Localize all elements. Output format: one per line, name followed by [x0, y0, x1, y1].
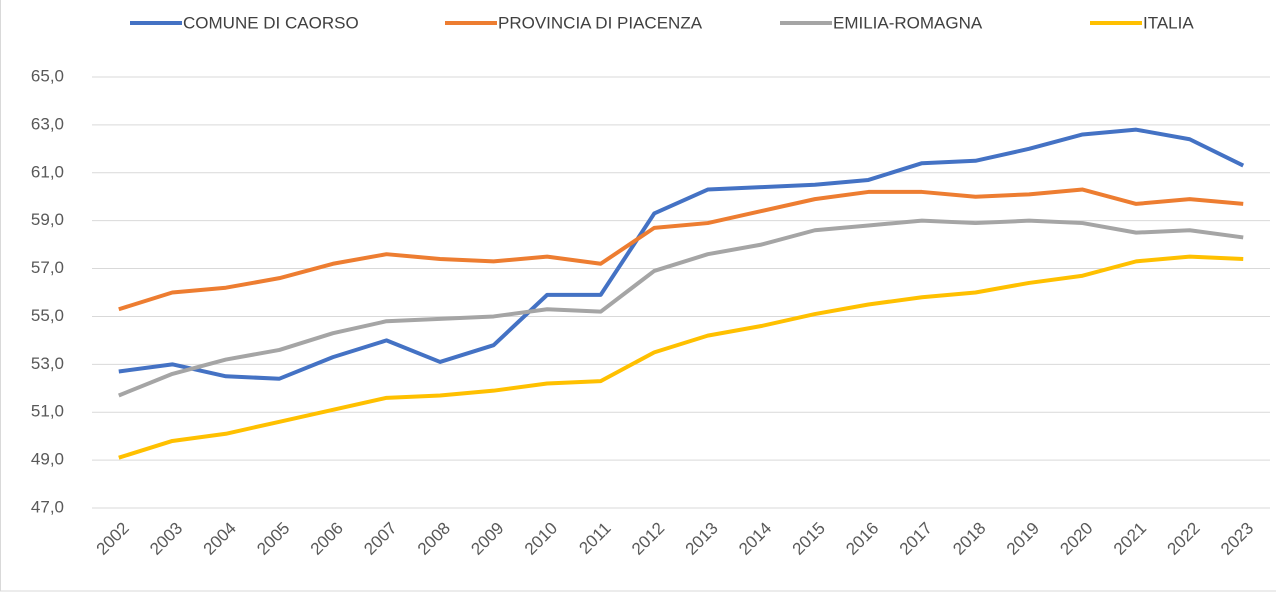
y-tick-label: 65,0 [31, 66, 64, 85]
y-tick-label: 55,0 [31, 306, 64, 325]
series-line [118, 127, 1245, 381]
x-tick-label: 2021 [1110, 519, 1150, 559]
series-line [118, 254, 1244, 460]
y-tick-label: 53,0 [31, 354, 64, 373]
x-tick-label: 2004 [200, 519, 240, 559]
y-tick-label: 47,0 [31, 497, 64, 516]
x-tick-label: 2018 [949, 519, 989, 559]
y-tick-label: 57,0 [31, 258, 64, 277]
x-tick-label: 2012 [628, 519, 668, 559]
x-tick-label: 2019 [1003, 519, 1043, 559]
x-tick-label: 2010 [521, 519, 561, 559]
y-tick-label: 61,0 [31, 162, 64, 181]
x-tick-label: 2005 [253, 519, 293, 559]
x-tick-label: 2011 [575, 519, 614, 558]
y-tick-label: 59,0 [31, 210, 64, 229]
legend-label: PROVINCIA DI PIACENZA [498, 13, 703, 32]
legend-label: COMUNE DI CAORSO [183, 13, 359, 32]
x-tick-label: 2002 [93, 519, 133, 559]
x-tick-label: 2020 [1056, 519, 1096, 559]
x-tick-label: 2008 [414, 519, 454, 559]
x-tick-label: 2016 [842, 519, 882, 559]
legend-label: ITALIA [1143, 13, 1194, 32]
x-tick-label: 2015 [789, 519, 829, 559]
series-line [118, 187, 1244, 312]
x-tick-label: 2014 [735, 519, 775, 559]
y-tick-label: 63,0 [31, 114, 64, 133]
series-line [118, 218, 1244, 398]
y-tick-label: 49,0 [31, 450, 64, 469]
y-tick-label: 51,0 [31, 402, 64, 421]
x-tick-label: 2006 [307, 519, 347, 559]
x-tick-label: 2007 [360, 519, 400, 559]
x-tick-label: 2023 [1217, 519, 1257, 559]
x-tick-label: 2022 [1163, 519, 1203, 559]
x-tick-label: 2003 [146, 519, 186, 559]
x-tick-label: 2013 [682, 519, 722, 559]
x-tick-label: 2017 [896, 519, 936, 559]
legend: COMUNE DI CAORSO PROVINCIA DI PIACENZA EMI… [130, 13, 1194, 32]
legend-label: EMILIA-ROMAGNA [833, 13, 983, 32]
x-tick-label: 2009 [467, 519, 507, 559]
